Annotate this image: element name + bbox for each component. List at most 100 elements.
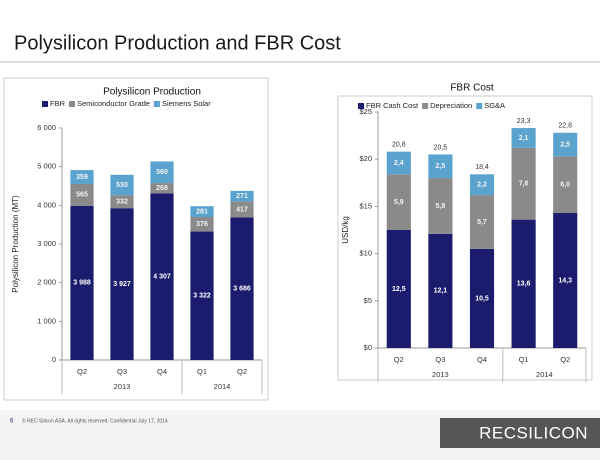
y-tick-label: $15 xyxy=(359,201,372,210)
y-axis-label: Polysilicon Production (MT) xyxy=(11,195,20,293)
value-label: 4 307 xyxy=(153,274,171,281)
bar-segment xyxy=(386,174,411,230)
legend-swatch xyxy=(358,103,364,109)
x-tick-label: Q2 xyxy=(394,355,404,364)
legend-label: Depreciation xyxy=(430,101,472,110)
bar-segment xyxy=(469,248,495,348)
legend-label: Semiconductor Grade xyxy=(77,99,150,108)
bar-segment xyxy=(70,205,94,360)
value-label: 5,9 xyxy=(394,199,404,206)
value-label: 530 xyxy=(116,182,128,189)
value-label: 268 xyxy=(156,185,168,192)
legend-label: Siemens Solar xyxy=(162,99,211,108)
group-label: 2013 xyxy=(114,382,131,391)
bar-segment xyxy=(230,217,254,360)
y-tick-label: 3 000 xyxy=(37,239,56,248)
y-tick-label: $10 xyxy=(359,249,372,258)
legend-swatch xyxy=(422,103,429,109)
legend-swatch xyxy=(153,101,160,107)
chart-title: FBR Cost xyxy=(450,83,494,94)
value-label: 7,6 xyxy=(519,181,529,188)
bar-segment xyxy=(70,170,94,184)
bar-segment xyxy=(553,132,578,157)
value-label: 417 xyxy=(236,206,248,213)
y-tick-label: 2 000 xyxy=(37,278,56,287)
x-tick-label: Q2 xyxy=(560,355,570,364)
bar-segment xyxy=(230,190,254,202)
bar-segment xyxy=(553,156,578,214)
value-label: 3 988 xyxy=(73,280,91,287)
bar-segment xyxy=(511,147,536,220)
bar-segment xyxy=(190,231,214,360)
bar-segment xyxy=(150,183,174,194)
value-label: 3 686 xyxy=(233,286,251,293)
legend-label: FBR Cash Cost xyxy=(366,101,419,110)
y-tick-label: $25 xyxy=(359,107,372,116)
chart-title: Polysilicon Production xyxy=(103,87,201,98)
value-label: 271 xyxy=(236,193,248,200)
bar-segment xyxy=(150,161,174,184)
bar-segment xyxy=(511,219,536,348)
value-label: 12,1 xyxy=(434,288,448,295)
legend-swatch xyxy=(476,103,483,109)
value-label: 359 xyxy=(76,174,88,181)
x-tick-label: Q3 xyxy=(435,355,445,364)
value-label: 6,0 xyxy=(560,182,570,189)
legend-label: FBR xyxy=(50,99,66,108)
y-tick-label: 1 000 xyxy=(37,316,56,325)
total-label: 23,3 xyxy=(517,118,531,125)
value-label: 14,3 xyxy=(558,277,572,284)
group-label: 2014 xyxy=(536,370,553,379)
bar-segment xyxy=(469,174,495,196)
group-label: 2014 xyxy=(214,382,231,391)
bar-segment xyxy=(469,195,495,249)
y-tick-label: $0 xyxy=(364,343,372,352)
y-tick-label: $5 xyxy=(364,296,372,305)
value-label: 376 xyxy=(196,221,208,228)
x-tick-label: Q3 xyxy=(117,367,127,376)
page-number: 6 xyxy=(10,419,14,425)
copyright: © REC Silicon ASA. All rights reserved. … xyxy=(22,417,168,424)
legend-swatch xyxy=(69,101,75,107)
group-label: 2013 xyxy=(432,370,449,379)
x-tick-label: Q4 xyxy=(157,367,167,376)
logo: RECSILICON xyxy=(479,423,588,442)
total-label: 20,8 xyxy=(392,141,406,148)
value-label: 560 xyxy=(156,169,168,176)
value-label: 3 927 xyxy=(113,281,131,288)
bar-segment xyxy=(150,193,174,360)
total-label: 20,5 xyxy=(434,144,448,151)
x-tick-label: Q2 xyxy=(237,367,247,376)
bar-segment xyxy=(70,183,94,206)
legend-swatch xyxy=(42,101,48,107)
logo-band xyxy=(440,418,600,448)
legend-label: SG&A xyxy=(484,101,505,110)
bar-segment xyxy=(428,154,453,179)
y-tick-label: 4 000 xyxy=(37,200,56,209)
bar-segment xyxy=(511,128,536,148)
x-tick-label: Q1 xyxy=(519,355,529,364)
panel-right xyxy=(337,95,593,381)
bar-segment xyxy=(386,230,411,348)
bar-segment xyxy=(428,178,453,234)
bar-segment xyxy=(386,151,411,175)
value-label: 281 xyxy=(196,208,208,215)
bar-segment xyxy=(553,213,578,348)
panel-left xyxy=(3,77,269,401)
total-label: 22,8 xyxy=(558,123,572,130)
y-axis-label: USD/kg xyxy=(341,216,350,244)
y-tick-label: 6 000 xyxy=(37,123,56,132)
bar-segment xyxy=(110,195,134,209)
y-tick-label: $20 xyxy=(359,154,372,163)
value-label: 3 322 xyxy=(193,293,211,300)
value-label: 2,2 xyxy=(477,182,487,189)
value-label: 2,4 xyxy=(394,160,404,167)
x-tick-label: Q4 xyxy=(477,355,487,364)
slide-title: Polysilicon Production and FBR Cost xyxy=(14,32,341,54)
x-tick-label: Q2 xyxy=(77,367,87,376)
bar-segment xyxy=(230,201,254,218)
total-label: 18,4 xyxy=(475,164,489,171)
bar-segment xyxy=(190,206,214,218)
